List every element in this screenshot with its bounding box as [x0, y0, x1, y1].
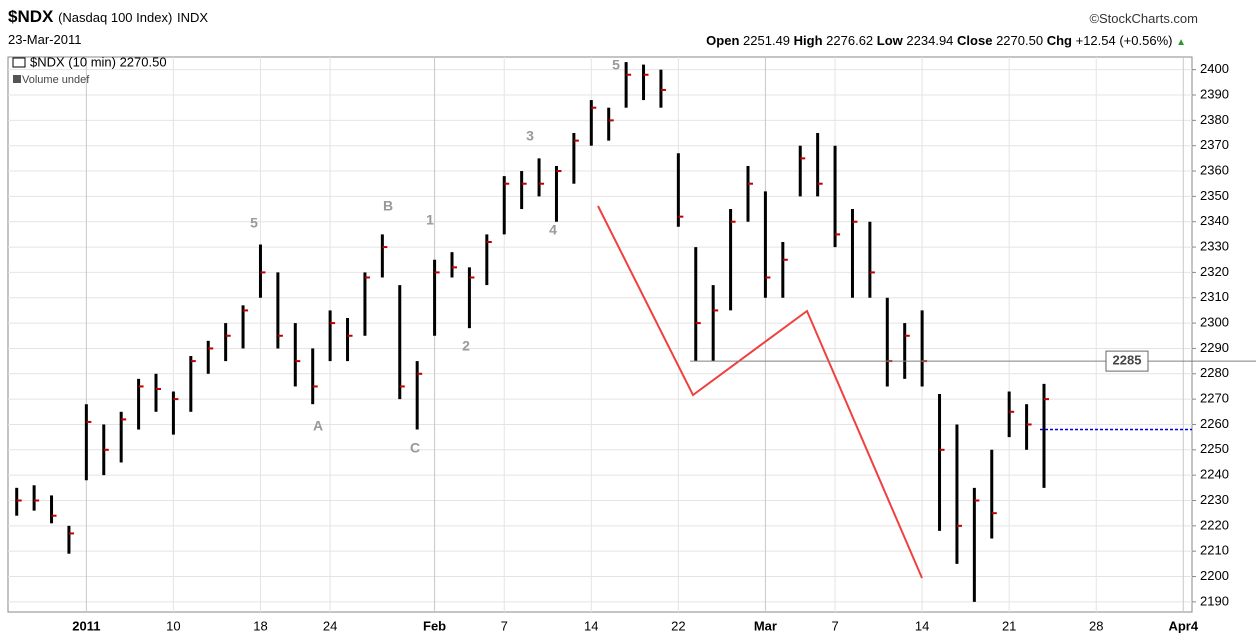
wave-label: 2: [462, 338, 470, 354]
y-tick-label: 2240: [1200, 467, 1229, 482]
exchange: INDX: [177, 10, 209, 25]
x-tick-label: 2011: [72, 618, 100, 633]
legend-icon: [12, 57, 26, 68]
up-arrow: ▲: [1176, 37, 1186, 48]
y-tick-label: 2220: [1200, 517, 1229, 532]
wave-label: 5: [612, 57, 620, 73]
wave-label: A: [313, 418, 323, 434]
pattern-line: [597, 205, 923, 579]
wave-label: C: [410, 440, 420, 456]
price-bars: [15, 62, 1049, 602]
y-tick-label: 2380: [1200, 112, 1229, 127]
x-tick-label: 14: [584, 618, 598, 633]
wave-label: 5: [250, 215, 258, 231]
y-tick-label: 2300: [1200, 315, 1229, 330]
y-tick-label: 2210: [1200, 543, 1229, 558]
y-tick-label: 2310: [1200, 289, 1229, 304]
wave-label: 1: [426, 212, 434, 228]
y-tick-label: 2260: [1200, 416, 1229, 431]
close-label: Close: [957, 33, 993, 48]
legend-price: $NDX (10 min) 2270.50: [30, 54, 167, 69]
y-tick-label: 2320: [1200, 264, 1229, 279]
x-tick-label: 7: [501, 618, 508, 633]
plot-frame: [7, 56, 1193, 613]
y-tick-label: 2230: [1200, 492, 1229, 507]
y-tick-label: 2280: [1200, 365, 1229, 380]
open-value: 2251.49: [743, 33, 791, 48]
x-tick-label: 7: [831, 618, 838, 633]
y-tick-label: 2190: [1200, 593, 1229, 608]
chg-label: Chg: [1046, 33, 1072, 48]
x-tick-label: Apr4: [1168, 618, 1198, 633]
x-tick-label: Mar: [754, 618, 777, 633]
legend-volume: Volume undef: [22, 74, 90, 86]
symbol: $NDX: [8, 7, 54, 26]
high-value: 2276.62: [826, 33, 874, 48]
index-name: (Nasdaq 100 Index): [58, 10, 173, 25]
x-tick-label: 14: [915, 618, 929, 633]
y-tick-label: 2400: [1200, 61, 1229, 76]
y-tick-label: 2340: [1200, 213, 1229, 228]
high-label: High: [793, 33, 823, 48]
wave-label: 4: [549, 222, 557, 238]
chg-value: +12.54 (+0.56%): [1075, 33, 1173, 48]
y-tick-label: 2350: [1200, 188, 1229, 203]
close-value: 2270.50: [996, 33, 1044, 48]
wave-label: 3: [526, 128, 534, 144]
y-tick-label: 2330: [1200, 239, 1229, 254]
hline-label-box: [1105, 350, 1149, 372]
x-tick-label: 22: [671, 618, 685, 633]
y-tick-label: 2290: [1200, 340, 1229, 355]
grid: [8, 57, 1192, 612]
x-tick-label: Feb: [423, 618, 446, 633]
x-tick-label: 18: [253, 618, 267, 633]
legend-volume-icon: [13, 75, 21, 83]
low-label: Low: [876, 33, 903, 48]
y-tick-label: 2270: [1200, 391, 1229, 406]
copyright: ©StockCharts.com: [1089, 11, 1198, 26]
open-label: Open: [706, 33, 740, 48]
wave-label: B: [383, 198, 393, 214]
low-value: 2234.94: [906, 33, 954, 48]
date: 23-Mar-2011: [8, 32, 82, 47]
y-tick-label: 2360: [1200, 162, 1229, 177]
y-tick-label: 2250: [1200, 441, 1229, 456]
x-tick-label: 10: [166, 618, 180, 633]
ohlc-summary: Open 2251.49 High 2276.62 Low 2234.94 Cl…: [706, 33, 1186, 48]
hline-label: 2285: [1113, 353, 1142, 368]
header-title: $NDX (Nasdaq 100 Index) INDX: [8, 7, 208, 27]
y-tick-label: 2200: [1200, 568, 1229, 583]
x-tick-label: 24: [323, 618, 337, 633]
x-tick-label: 21: [1002, 618, 1016, 633]
x-tick-label: 28: [1089, 618, 1103, 633]
y-tick-label: 2370: [1200, 137, 1229, 152]
y-tick-label: 2390: [1200, 86, 1229, 101]
